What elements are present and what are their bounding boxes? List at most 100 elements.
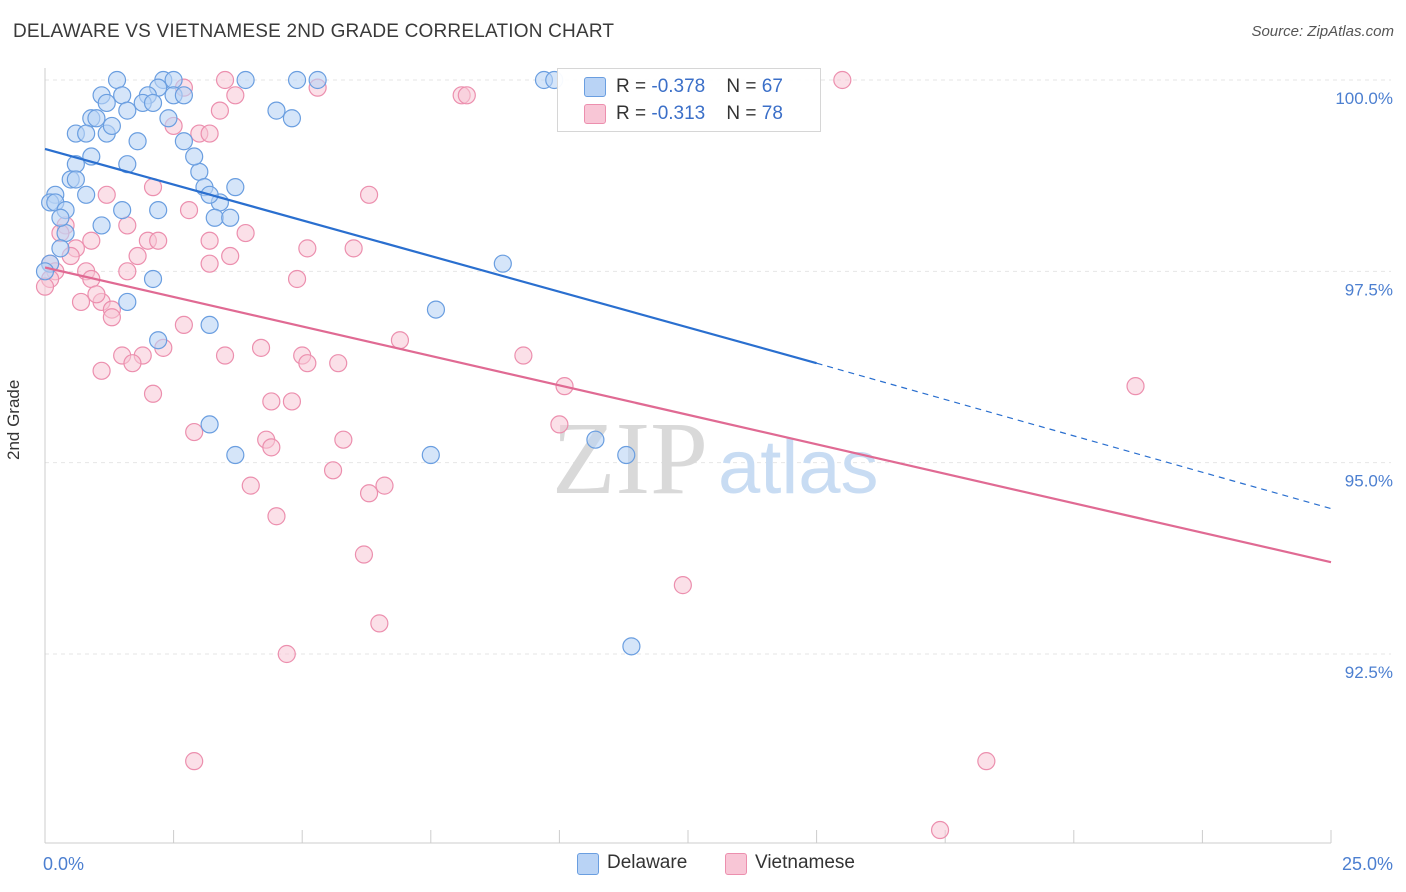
delaware-n-label: N = — [726, 76, 762, 97]
vietnamese-point-53 — [92, 361, 111, 380]
vietnamese-point-32 — [118, 262, 137, 281]
vietnamese-point-58 — [282, 392, 302, 411]
vietnamese-point-17 — [236, 223, 255, 243]
delaware-point-20 — [159, 109, 178, 128]
vietnamese-point-69 — [354, 545, 374, 564]
delaware-point-57 — [586, 430, 605, 449]
delaware-point-41 — [113, 201, 132, 220]
vietnamese-point-52 — [329, 354, 348, 373]
axes — [44, 68, 1332, 844]
delaware-point-46 — [56, 223, 75, 243]
vietnamese-point-62 — [334, 430, 353, 449]
vietnamese-point-47 — [215, 346, 235, 365]
trend-lines — [44, 147, 1332, 564]
vietnamese-point-76 — [35, 277, 55, 296]
vietnamese-point-28 — [221, 246, 240, 266]
delaware-point-3 — [236, 70, 255, 90]
vietnamese-point-24 — [298, 239, 317, 258]
vietnamese-point-25 — [344, 239, 363, 258]
delaware-point-59 — [421, 445, 440, 465]
vietnamese-point-66 — [359, 484, 379, 503]
bottom-delaware-label: Delaware — [607, 852, 688, 873]
delaware-point-60 — [617, 445, 636, 465]
vietnamese-point-19 — [82, 231, 101, 250]
vietnamese-point-50 — [123, 354, 142, 373]
vietnamese-point-64 — [323, 461, 343, 480]
vietnamese-point-74 — [977, 752, 996, 771]
vietnamese-n-value: 78 — [761, 103, 783, 124]
vietnamese-point-35 — [287, 269, 307, 289]
bottom-vietnamese-label: Vietnamese — [755, 852, 855, 873]
vietnamese-point-41 — [174, 315, 193, 335]
vietnamese-point-57 — [262, 392, 281, 411]
delaware-point-30 — [190, 162, 209, 181]
x-tick-label-max: 25.0% — [1342, 854, 1393, 874]
vietnamese-point-59 — [550, 415, 569, 434]
delaware-point-53 — [426, 300, 446, 319]
vietnamese-point-63 — [262, 438, 281, 457]
vietnamese-point-42 — [251, 338, 271, 357]
vietnamese-point-30 — [200, 254, 219, 273]
delaware-point-42 — [149, 201, 168, 220]
vietnamese-point-70 — [673, 576, 692, 595]
vietnamese-point-13 — [359, 185, 379, 204]
delaware-point-13 — [174, 86, 193, 105]
delaware-trend-extension — [816, 362, 1332, 510]
delaware-point-61 — [622, 637, 641, 656]
delaware-point-54 — [200, 315, 219, 335]
vietnamese-point-73 — [185, 752, 204, 771]
delaware-point-50 — [493, 254, 512, 273]
delaware-point-65 — [51, 208, 70, 227]
watermark-atlas: atlas — [718, 425, 879, 510]
watermark: ZIP atlas — [552, 401, 879, 516]
delaware-point-58 — [226, 445, 245, 465]
delaware-point-45 — [92, 216, 111, 235]
vietnamese-point-7 — [210, 101, 229, 120]
vietnamese-point-22 — [200, 231, 219, 250]
vietnamese-point-37 — [71, 292, 91, 312]
delaware-point-62 — [118, 101, 137, 120]
delaware-point-64 — [102, 116, 121, 136]
vietnamese-point-12 — [97, 185, 116, 204]
delaware-point-26 — [174, 132, 193, 151]
vietnamese-point-10 — [200, 124, 219, 143]
delaware-point-4 — [287, 70, 307, 90]
y-tick-label-3: 100.0% — [1335, 89, 1393, 108]
delaware-point-5 — [308, 70, 327, 90]
vietnamese-point-21 — [149, 231, 168, 250]
vietnamese-point-0 — [215, 70, 235, 90]
vietnamese-point-1 — [833, 70, 852, 90]
vietnamese-point-43 — [390, 331, 410, 350]
delaware-swatch — [584, 77, 606, 97]
vietnamese-point-75 — [930, 820, 950, 840]
delaware-point-17 — [267, 101, 286, 120]
vietnamese-point-56 — [143, 384, 163, 403]
delaware-point-23 — [77, 124, 96, 143]
vietnamese-point-67 — [375, 476, 394, 495]
vietnamese-point-51 — [298, 354, 317, 373]
vietnamese-point-14 — [179, 201, 199, 220]
delaware-point-51 — [143, 269, 163, 289]
delaware-point-10 — [113, 86, 132, 105]
grid-lines — [45, 79, 1391, 655]
delaware-point-66 — [185, 147, 204, 166]
vietnamese-swatch — [584, 104, 606, 124]
delaware-n-value: 67 — [761, 76, 783, 97]
vietnamese-point-4 — [226, 86, 245, 105]
tick-labels: 92.5% 95.0% 97.5% 100.0% 0.0% 25.0% — [43, 89, 1393, 874]
vietnamese-point-49 — [514, 346, 533, 365]
delaware-point-34 — [226, 178, 245, 197]
x-tick-label-min: 0.0% — [43, 854, 84, 874]
delaware-point-19 — [87, 109, 106, 128]
delaware-point-52 — [118, 292, 137, 312]
vietnamese-point-65 — [241, 476, 260, 495]
vietnamese-point-68 — [267, 507, 286, 526]
delaware-point-21 — [282, 109, 302, 128]
vietnamese-point-72 — [277, 644, 296, 664]
vietnamese-trend-line — [44, 266, 1332, 564]
y-tick-label-1: 95.0% — [1345, 472, 1393, 491]
delaware-point-49 — [35, 262, 55, 281]
vietnamese-point-40 — [102, 308, 121, 327]
delaware-point-14 — [97, 93, 116, 113]
